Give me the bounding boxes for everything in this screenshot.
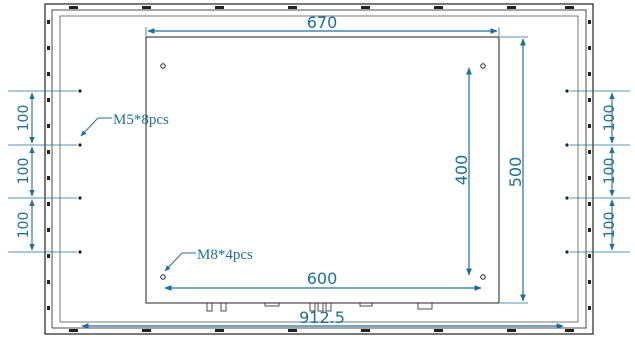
m8-label: M8*4pcs xyxy=(197,247,253,263)
left-pitch-dimensions xyxy=(8,90,77,253)
dim-500-label: 500 xyxy=(506,157,525,188)
frame-perforations xyxy=(47,6,591,332)
dim-670-label: 670 xyxy=(307,13,338,32)
right-pitch-2: 100 xyxy=(602,158,618,185)
mounting-plate xyxy=(145,36,500,304)
m5-holes xyxy=(78,89,569,254)
dim-600-label: 600 xyxy=(307,269,338,288)
m8-callout: M8*4pcs xyxy=(164,247,253,272)
dim-400-label: 400 xyxy=(452,155,471,186)
m5-label: M5*8pcs xyxy=(113,112,169,128)
dimension-912-5: 912.5 xyxy=(81,308,564,329)
dim-912-5-label: 912.5 xyxy=(299,308,345,327)
dimension-670: 670 xyxy=(145,13,500,36)
right-pitch-dimensions xyxy=(570,90,630,253)
left-pitch-2: 100 xyxy=(16,158,32,185)
right-pitch-3: 100 xyxy=(602,212,618,239)
dimension-400: 400 xyxy=(452,67,472,276)
left-pitch-3: 100 xyxy=(16,212,32,239)
m8-holes xyxy=(160,63,486,280)
dimension-500: 500 xyxy=(500,36,528,304)
m5-callout: M5*8pcs xyxy=(80,112,169,137)
left-pitch-1: 100 xyxy=(16,105,32,132)
bottom-connectors xyxy=(206,302,433,312)
right-pitch-1: 100 xyxy=(602,105,618,132)
dimension-600: 600 xyxy=(164,269,482,291)
